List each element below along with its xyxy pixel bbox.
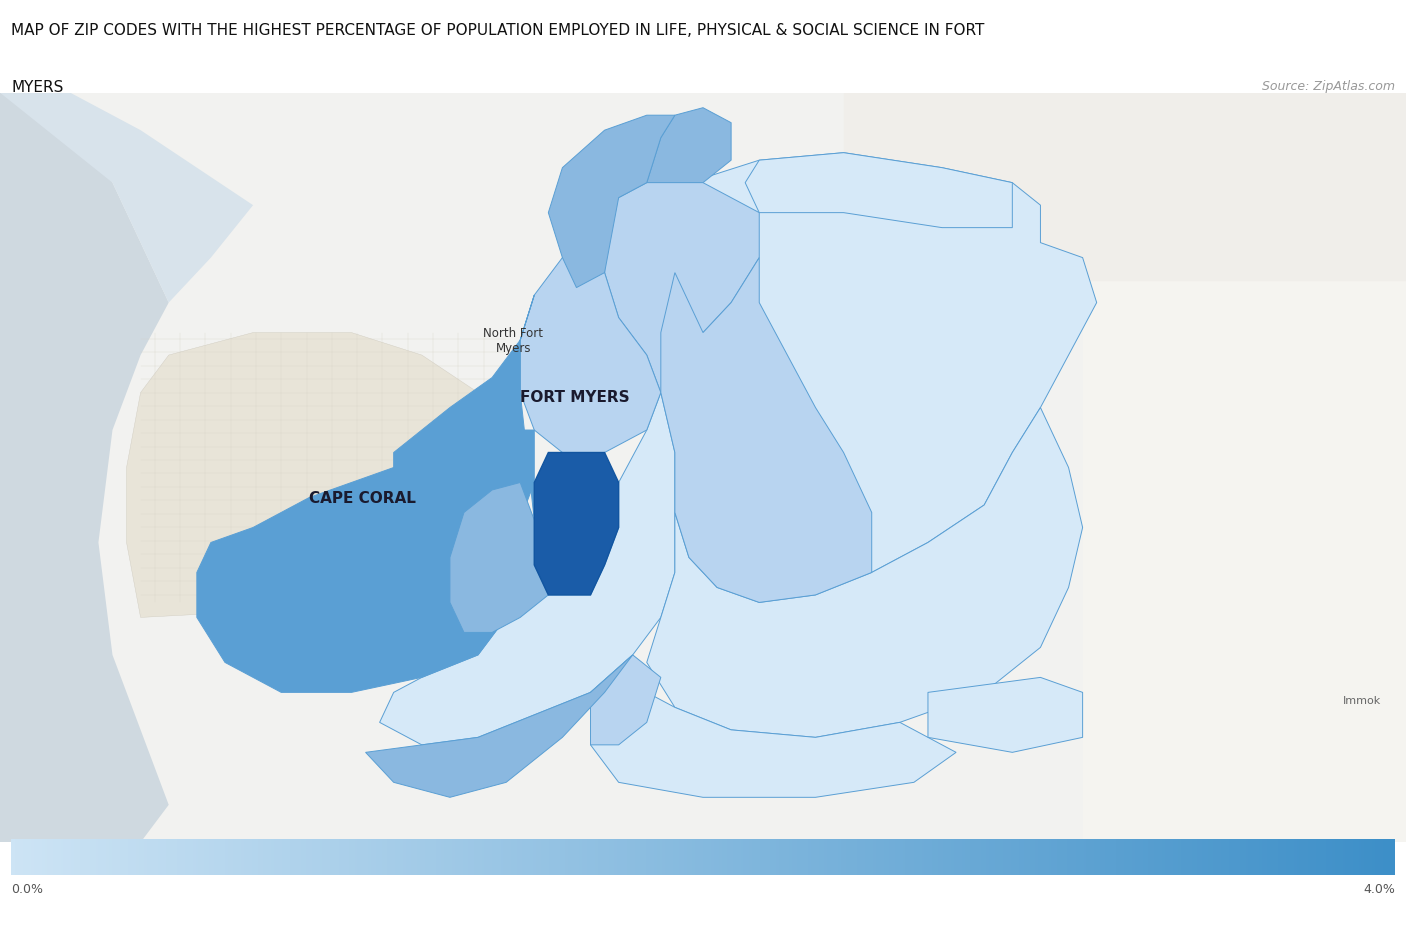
Text: 4.0%: 4.0% <box>1362 882 1395 895</box>
Polygon shape <box>591 693 956 797</box>
Polygon shape <box>380 393 675 745</box>
Bar <box>844 94 1406 281</box>
Text: Immok: Immok <box>1343 695 1381 705</box>
Polygon shape <box>647 109 731 183</box>
Polygon shape <box>591 655 661 745</box>
Polygon shape <box>394 296 534 543</box>
Polygon shape <box>647 408 1083 738</box>
Text: MAP OF ZIP CODES WITH THE HIGHEST PERCENTAGE OF POPULATION EMPLOYED IN LIFE, PHY: MAP OF ZIP CODES WITH THE HIGHEST PERCEN… <box>11 23 984 38</box>
Text: CAPE CORAL: CAPE CORAL <box>309 490 416 505</box>
Text: Source: ZipAtlas.com: Source: ZipAtlas.com <box>1261 80 1395 93</box>
Polygon shape <box>197 431 534 693</box>
Text: MYERS: MYERS <box>11 80 63 95</box>
Bar <box>1083 94 1406 842</box>
Text: North Fort
Myers: North Fort Myers <box>484 327 543 355</box>
Polygon shape <box>0 94 253 303</box>
Polygon shape <box>127 333 506 618</box>
Polygon shape <box>928 678 1083 753</box>
Text: FORT MYERS: FORT MYERS <box>520 389 630 404</box>
Text: 0.0%: 0.0% <box>11 882 44 895</box>
Polygon shape <box>0 94 169 842</box>
Polygon shape <box>745 154 1012 228</box>
Polygon shape <box>534 453 619 595</box>
Polygon shape <box>661 258 872 603</box>
Polygon shape <box>520 228 661 453</box>
Polygon shape <box>605 183 759 393</box>
Polygon shape <box>661 154 1097 603</box>
Polygon shape <box>548 116 675 288</box>
Polygon shape <box>366 655 633 797</box>
Polygon shape <box>450 483 548 633</box>
